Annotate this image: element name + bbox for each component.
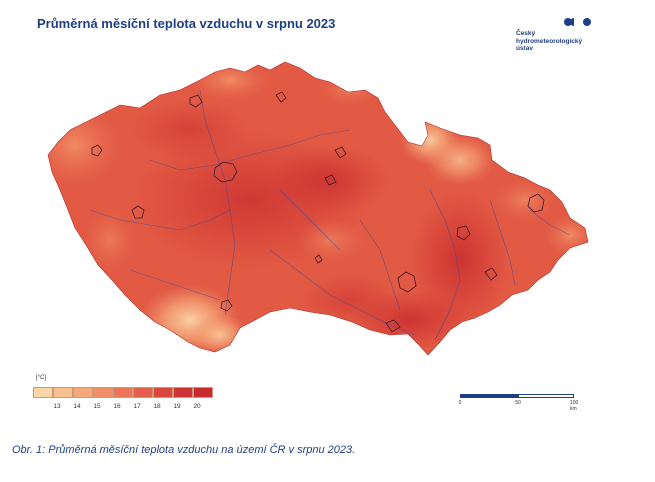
city-hradec-kralove [334,146,347,159]
legend-tick-label: 18 [153,403,161,410]
legend-swatch [53,387,73,398]
legend-swatch [113,387,133,398]
scale-segment-empty [518,394,574,398]
city-outlines [91,91,545,333]
legend-swatch [133,387,153,398]
chmi-dots-icon [564,18,591,26]
legend-swatch [173,387,193,398]
legend-ticks: 13 14 15 16 17 18 19 20 [33,403,223,413]
rivers [89,89,571,341]
city-zlin [484,267,498,281]
city-ceske-budejovice [220,299,233,312]
figure-caption: Obr. 1: Průměrná měsíční teplota vzduchu… [12,444,356,456]
city-ostrava [527,193,545,213]
legend-swatches [33,387,213,399]
legend: [°C] 13 14 15 16 17 18 19 20 [33,375,223,415]
legend-tick-label: 19 [173,403,181,410]
legend-unit: [°C] [36,375,47,381]
city-usti [189,94,203,108]
city-jihlava [314,254,323,264]
logo-line-1: Český [516,30,536,37]
map-fill [48,62,588,355]
scale-bar: 0 50 100 km [458,392,588,412]
legend-tick-label: 14 [73,403,81,410]
legend-tick-label: 13 [53,403,61,410]
scale-segment-filled [460,394,518,398]
legend-swatch [193,387,213,398]
chmi-logo: Český hydrometeorologický ústav [516,16,606,56]
city-praha [213,161,238,183]
city-olomouc [456,225,471,241]
scale-label-50: 50 [515,400,521,406]
legend-swatch [93,387,113,398]
legend-swatch [33,387,53,398]
scale-label-100: 100 km [570,400,579,412]
legend-tick-label: 20 [193,403,201,410]
legend-tick-label: 17 [133,403,141,410]
map-title: Průměrná měsíční teplota vzduchu v srpnu… [37,16,336,31]
scale-label-0: 0 [458,400,462,406]
temperature-map [47,61,589,356]
city-liberec [275,91,287,103]
logo-line-3: ústav [516,45,533,52]
legend-swatch [153,387,173,398]
chmi-logo-text: Český hydrometeorologický ústav [516,30,606,53]
city-pardubice [324,174,337,186]
city-karlovy-vary [91,144,103,157]
city-plzen [131,205,145,219]
legend-tick-label: 16 [113,403,121,410]
legend-swatch [73,387,93,398]
logo-line-2: hydrometeorologický [516,37,583,45]
city-brno [397,271,417,293]
reservoir [385,319,401,333]
legend-tick-label: 15 [93,403,101,410]
